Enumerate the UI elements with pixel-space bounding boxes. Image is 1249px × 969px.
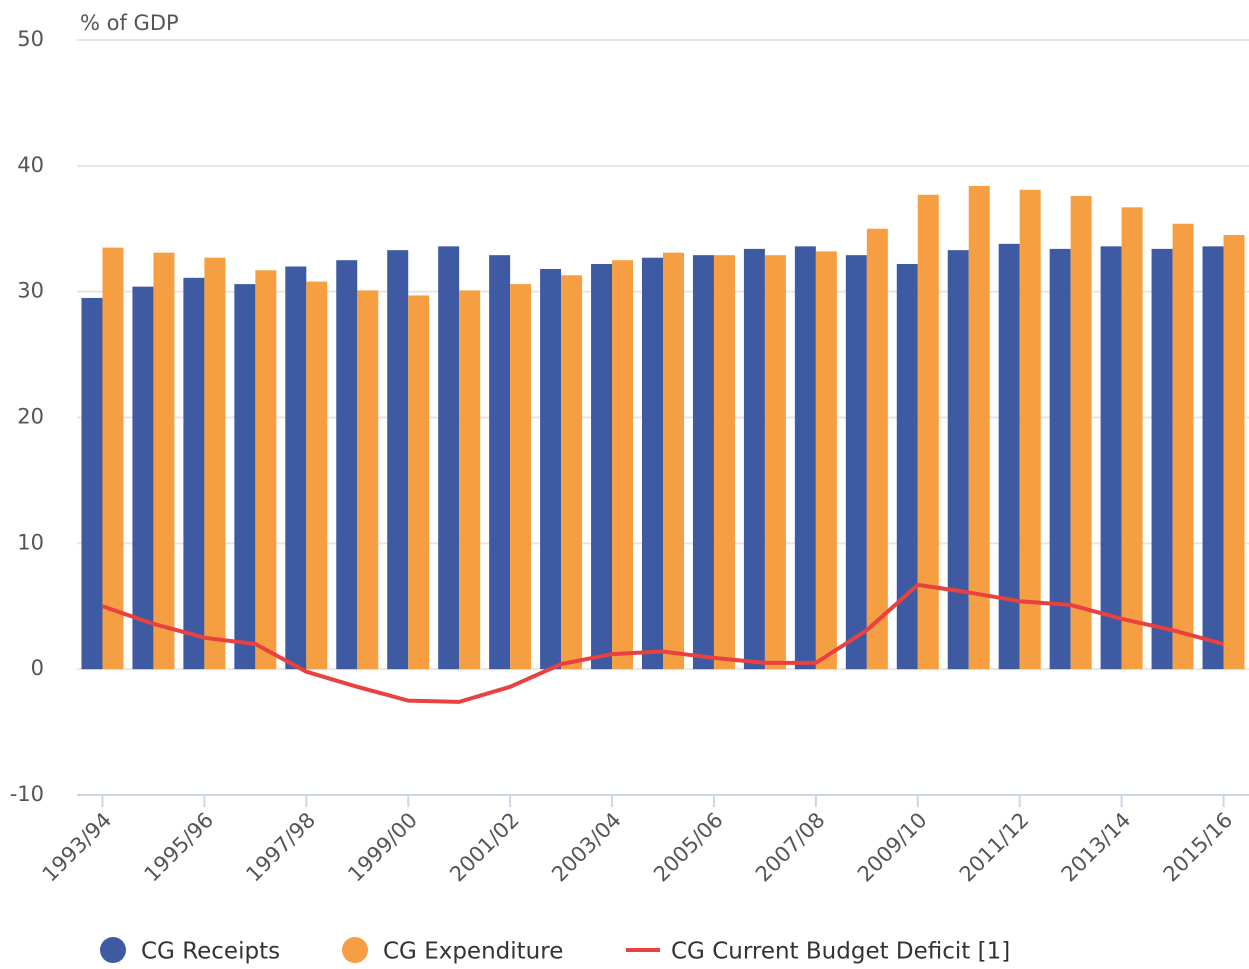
bar (968, 185, 990, 670)
bar (183, 277, 205, 670)
bar (153, 252, 175, 670)
x-tick-label: 1995/96 (140, 808, 219, 887)
bar (102, 247, 124, 670)
bar (743, 248, 765, 670)
bar (540, 269, 562, 670)
x-tick-label: 2015/16 (1159, 808, 1238, 887)
bar (234, 284, 256, 670)
x-tick-label: 2011/12 (955, 808, 1034, 887)
bar (204, 257, 226, 670)
bar (1100, 246, 1122, 670)
bar (306, 281, 328, 670)
x-tick-label: 2001/02 (445, 808, 524, 887)
bar (1202, 246, 1224, 670)
y-tick-label: 50 (17, 27, 44, 51)
legend-label: CG Receipts (141, 939, 280, 965)
bar (917, 194, 939, 670)
legend-marker (100, 937, 126, 963)
bar (561, 275, 583, 670)
bar (866, 228, 888, 670)
bar (612, 260, 634, 670)
bar (438, 246, 460, 670)
bar (1223, 235, 1245, 670)
bar (713, 255, 735, 670)
x-tick-label: 2009/10 (853, 808, 932, 887)
bar (896, 263, 918, 670)
bar (947, 250, 969, 670)
bar (489, 255, 511, 670)
bar (1070, 196, 1092, 670)
y-tick-label: 30 (17, 279, 44, 303)
y-tick-label: 40 (17, 153, 44, 177)
y-tick-label: 0 (31, 656, 44, 680)
bar (815, 251, 837, 670)
y-axis-label: % of GDP (80, 11, 179, 35)
bar (459, 290, 481, 670)
bar (1049, 248, 1071, 670)
bar (408, 295, 430, 670)
bar (764, 255, 786, 670)
bar (132, 286, 154, 670)
bar (794, 246, 816, 670)
x-tick-label: 2007/08 (751, 808, 830, 887)
bar (1172, 223, 1194, 670)
bar (998, 243, 1020, 670)
bar (336, 260, 358, 670)
legend-marker (342, 937, 368, 963)
bar (1019, 189, 1041, 670)
x-tick-label: 2013/14 (1057, 808, 1136, 887)
bar (255, 270, 277, 670)
bar (663, 252, 684, 670)
line (101, 582, 1225, 704)
legend-label: CG Current Budget Deficit [1] (671, 939, 1010, 965)
x-tick-label: 1997/98 (241, 808, 320, 887)
x-tick-label: 2005/06 (649, 808, 728, 887)
x-tick-label: 1993/94 (38, 808, 117, 887)
y-tick-label: 20 (17, 405, 44, 429)
bar (845, 255, 867, 670)
x-tick-label: 1999/00 (343, 808, 422, 887)
bar (81, 297, 103, 670)
y-tick-label: -10 (10, 782, 44, 806)
x-tick-label: 2003/04 (547, 808, 626, 887)
legend-label: CG Expenditure (383, 939, 563, 965)
bar (357, 290, 379, 670)
bar (1121, 207, 1143, 670)
bar (387, 250, 409, 670)
bar (1151, 248, 1173, 670)
bar (642, 257, 663, 670)
y-tick-label: 10 (17, 530, 44, 554)
bar (591, 263, 613, 670)
bar (285, 266, 307, 670)
bar (510, 284, 532, 670)
bar (692, 255, 714, 670)
